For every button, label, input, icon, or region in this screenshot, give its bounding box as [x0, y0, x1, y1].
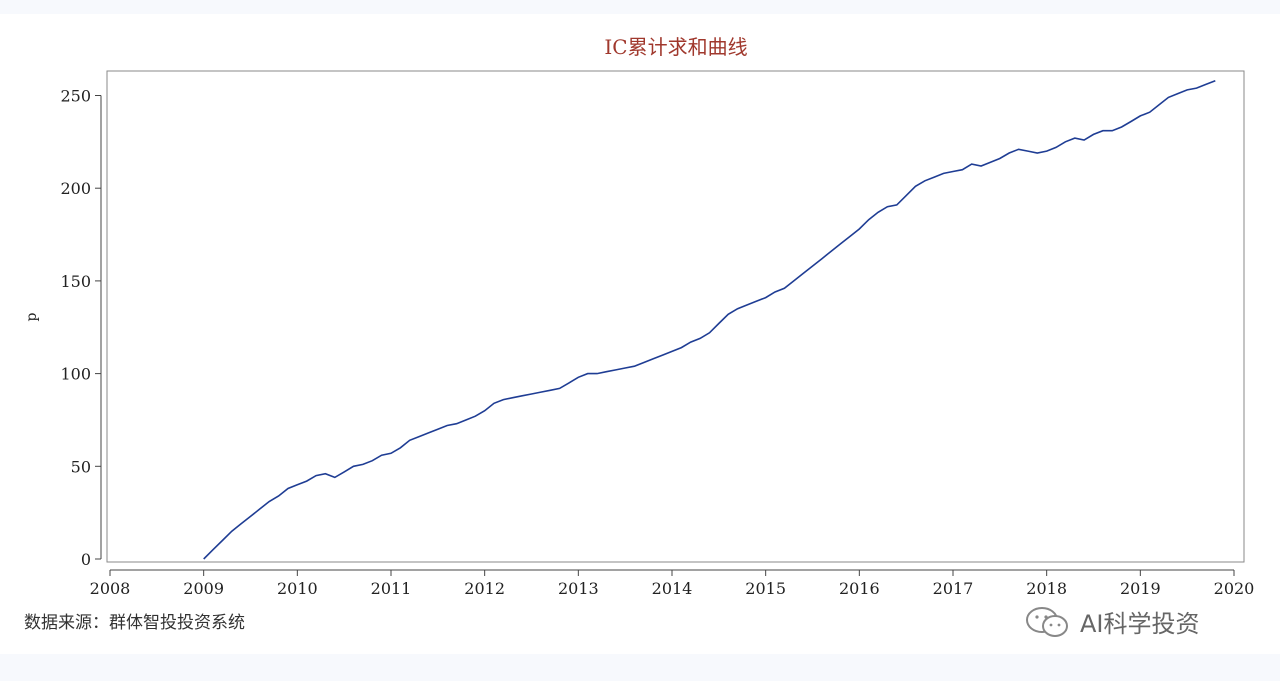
- y-tick-label: 100: [60, 365, 91, 384]
- wechat-icon: [1026, 606, 1068, 637]
- x-tick-label: 2010: [277, 579, 318, 598]
- watermark-text: AI科学投资: [1080, 610, 1200, 638]
- x-tick-label: 2017: [933, 579, 974, 598]
- y-axis-label: p: [24, 312, 40, 321]
- source-note: 数据来源：群体智投投资系统: [24, 613, 245, 633]
- y-axis: 0 50 100 150 200 250: [60, 87, 102, 569]
- x-tick-label: 2011: [371, 579, 412, 598]
- x-tick-label: 2012: [464, 579, 505, 598]
- y-tick-label: 150: [60, 272, 91, 291]
- y-tick-label: 0: [81, 550, 91, 569]
- x-tick-label: 2018: [1026, 579, 1067, 598]
- x-tick-label: 2009: [183, 579, 224, 598]
- chart-panel: IC累计求和曲线 2008 2009 2010 2011 2012 2013 2014 201…: [0, 14, 1280, 654]
- series-line: [203, 79, 1216, 560]
- x-tick-label: 2013: [558, 579, 599, 598]
- watermark: AI科学投资: [1022, 604, 1200, 639]
- y-tick-label: 200: [60, 179, 91, 198]
- x-tick-label: 2020: [1214, 579, 1255, 598]
- x-tick-label: 2016: [839, 579, 880, 598]
- chart-title: IC累计求和曲线: [604, 35, 747, 59]
- x-tick-label: 2019: [1120, 579, 1161, 598]
- plot-frame: [106, 70, 1245, 563]
- y-tick-label: 50: [71, 457, 91, 476]
- x-tick-label: 2014: [652, 579, 693, 598]
- chart: IC累计求和曲线 2008 2009 2010 2011 2012 2013 2014 201…: [24, 35, 1255, 598]
- y-tick-label: 250: [60, 87, 91, 106]
- x-axis: 2008 2009 2010 2011 2012 2013 2014 2015 2016 2017…: [90, 569, 1255, 598]
- x-tick-label: 2015: [745, 579, 786, 598]
- x-tick-label: 2008: [90, 579, 131, 598]
